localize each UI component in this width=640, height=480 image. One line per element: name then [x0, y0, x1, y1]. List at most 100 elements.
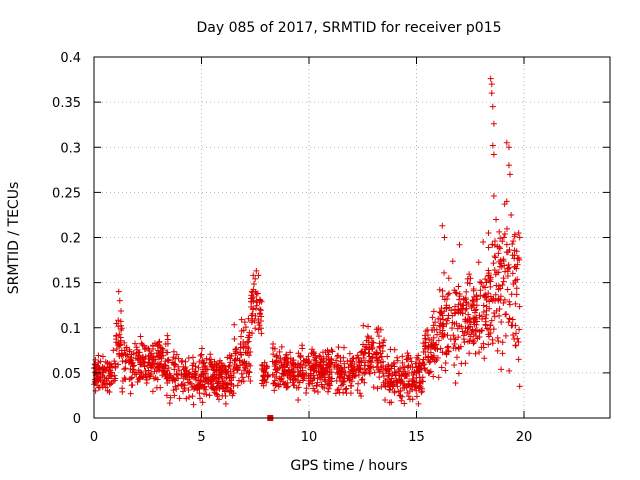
- data-point: [301, 374, 308, 381]
- data-point: [263, 379, 270, 386]
- data-point: [451, 341, 458, 348]
- data-point: [307, 372, 314, 379]
- data-point: [157, 344, 164, 351]
- data-point: [487, 283, 494, 290]
- data-point: [195, 382, 202, 389]
- data-point: [466, 350, 473, 357]
- data-point: [503, 225, 510, 232]
- data-point: [505, 261, 512, 268]
- data-point: [310, 385, 317, 392]
- data-point: [347, 368, 354, 375]
- data-point: [256, 322, 263, 329]
- data-point: [467, 275, 474, 282]
- data-point: [122, 365, 129, 372]
- data-point: [245, 338, 252, 345]
- data-point: [226, 362, 233, 369]
- data-point: [477, 278, 484, 285]
- data-point: [111, 372, 118, 379]
- data-point: [243, 370, 250, 377]
- data-point: [245, 361, 252, 368]
- data-point: [280, 370, 287, 377]
- data-point: [487, 75, 494, 82]
- data-point: [127, 390, 134, 397]
- data-point: [438, 364, 445, 371]
- data-point: [294, 364, 301, 371]
- data-point: [420, 340, 427, 347]
- data-point: [239, 374, 246, 381]
- data-point: [398, 397, 405, 404]
- data-point: [252, 313, 259, 320]
- data-point: [140, 342, 147, 349]
- y-tick-label: 0.3: [60, 141, 81, 156]
- data-point: [494, 334, 501, 341]
- data-point: [143, 376, 150, 383]
- data-point: [230, 369, 237, 376]
- data-point: [148, 360, 155, 367]
- data-point: [443, 295, 450, 302]
- data-point: [175, 375, 182, 382]
- data-point: [335, 352, 342, 359]
- data-point: [190, 360, 197, 367]
- data-point: [210, 367, 217, 374]
- data-point: [310, 362, 317, 369]
- data-point: [473, 302, 480, 309]
- data-point: [491, 242, 498, 249]
- data-point: [276, 348, 283, 355]
- data-point: [167, 394, 174, 401]
- data-point: [303, 385, 310, 392]
- data-point: [354, 387, 361, 394]
- data-point: [405, 352, 412, 359]
- data-point: [260, 373, 267, 380]
- data-point: [165, 357, 172, 364]
- data-point: [182, 365, 189, 372]
- data-point: [328, 375, 335, 382]
- data-point: [192, 384, 199, 391]
- data-point: [476, 333, 483, 340]
- data-point: [297, 353, 304, 360]
- data-point: [356, 366, 363, 373]
- data-point: [498, 263, 505, 270]
- data-point: [355, 380, 362, 387]
- data-point: [434, 346, 441, 353]
- data-point: [269, 371, 276, 378]
- data-points: [91, 75, 523, 421]
- data-point: [159, 372, 166, 379]
- data-point: [335, 344, 342, 351]
- data-point: [499, 238, 506, 245]
- data-point: [121, 339, 128, 346]
- data-point: [490, 120, 497, 127]
- data-point: [508, 291, 515, 298]
- data-point: [252, 275, 259, 282]
- data-point: [432, 319, 439, 326]
- data-point: [196, 358, 203, 365]
- data-point: [222, 366, 229, 373]
- data-point: [227, 359, 234, 366]
- data-point: [415, 400, 422, 407]
- data-point: [436, 329, 443, 336]
- data-point: [118, 307, 125, 314]
- data-point: [388, 362, 395, 369]
- data-point: [496, 228, 503, 235]
- data-point: [126, 346, 133, 353]
- data-point: [231, 336, 238, 343]
- data-point: [180, 388, 187, 395]
- data-point: [137, 369, 144, 376]
- data-point: [147, 351, 154, 358]
- data-point: [368, 343, 375, 350]
- data-point: [382, 396, 389, 403]
- data-point: [336, 367, 343, 374]
- data-point: [289, 357, 296, 364]
- x-tick-label: 5: [197, 430, 205, 445]
- data-point: [342, 369, 349, 376]
- data-point: [197, 352, 204, 359]
- axis-ticks: 0 0.05 0.1 0.15 0.2 0.25 0.3 0.35 0.4 0 5 10 15 20: [52, 51, 610, 445]
- data-point: [506, 298, 513, 305]
- data-point: [435, 337, 442, 344]
- data-point: [99, 353, 106, 360]
- data-point: [305, 359, 312, 366]
- data-point: [503, 241, 510, 248]
- data-point: [455, 370, 462, 377]
- data-point: [189, 373, 196, 380]
- data-point: [473, 293, 480, 300]
- data-point: [248, 288, 255, 295]
